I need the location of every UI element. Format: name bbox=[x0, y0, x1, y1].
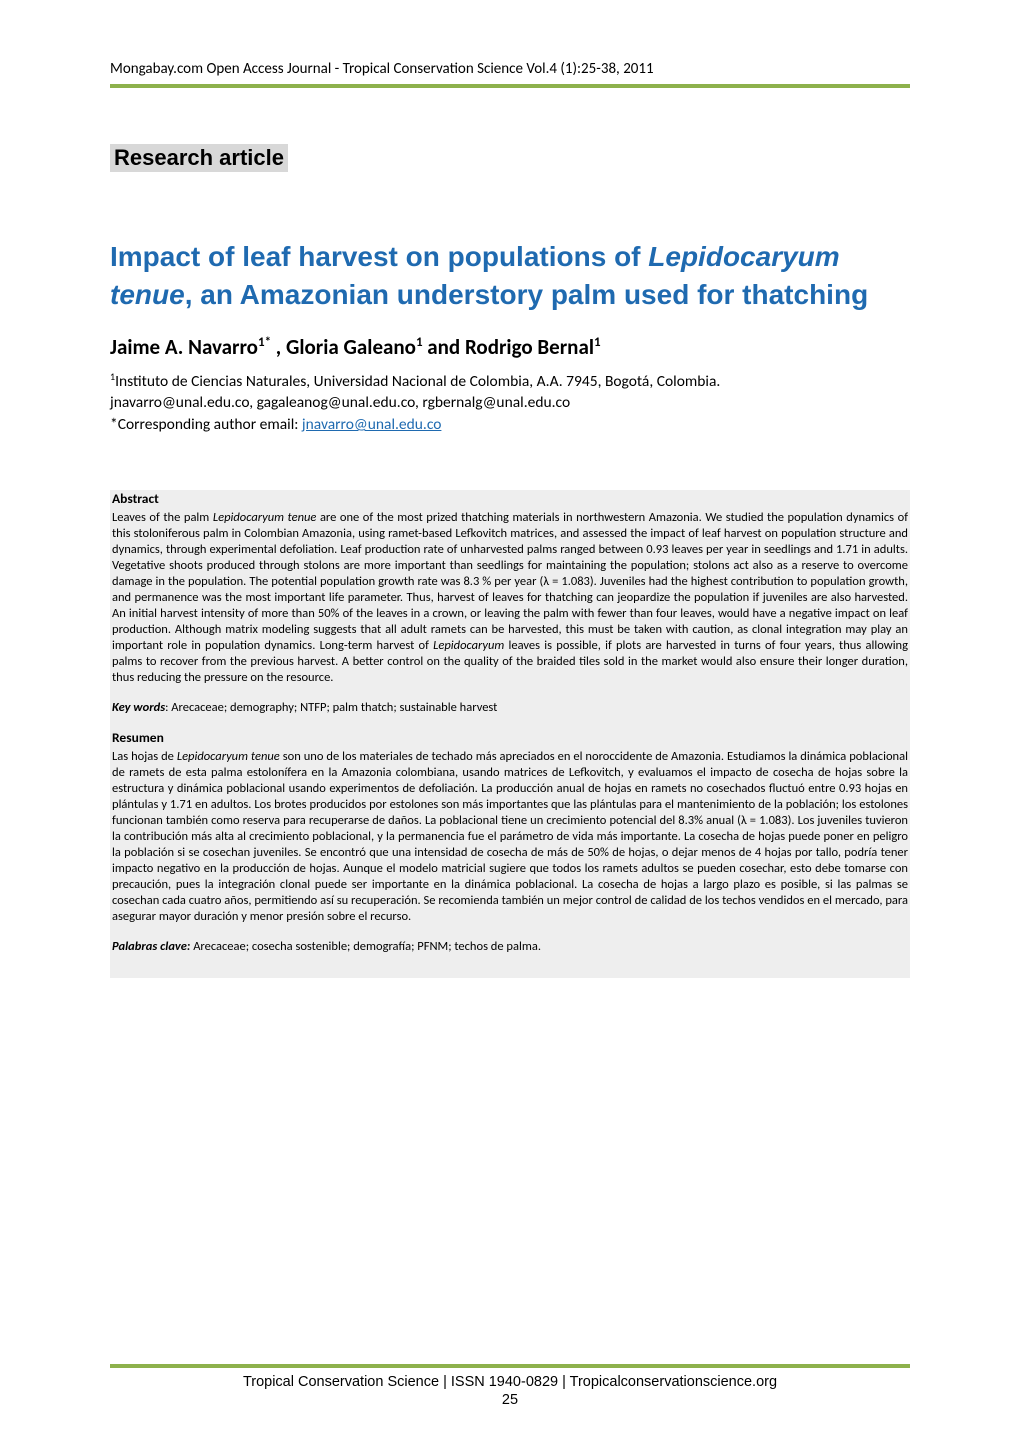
palabras-text: Arecaceae; cosecha sostenible; demografí… bbox=[190, 939, 541, 954]
page-footer: Tropical Conservation Science | ISSN 194… bbox=[110, 1364, 910, 1408]
abstract-mid: are one of the most prized thatching mat… bbox=[112, 510, 908, 653]
affiliation-1-text: Instituto de Ciencias Naturales, Univers… bbox=[115, 372, 720, 391]
author-2-sup: 1 bbox=[416, 335, 423, 350]
affiliation-block: 1Instituto de Ciencias Naturales, Univer… bbox=[110, 370, 910, 436]
footer-text: Tropical Conservation Science | ISSN 194… bbox=[110, 1374, 910, 1390]
author-sep-1: , Gloria Galeano bbox=[271, 334, 416, 360]
author-1: Jaime A. Navarro bbox=[110, 334, 258, 360]
resumen-text: Las hojas de Lepidocaryum tenue son uno … bbox=[112, 749, 908, 925]
title-pre: Impact of leaf harvest on populations of bbox=[110, 241, 648, 272]
author-3-sup: 1 bbox=[594, 335, 601, 350]
authors-line: Jaime A. Navarro1* , Gloria Galeano1 and… bbox=[110, 334, 910, 360]
palabras-line: Palabras clave: Arecaceae; cosecha soste… bbox=[112, 939, 908, 954]
resumen-pre: Las hojas de bbox=[112, 749, 177, 764]
affiliation-1: 1Instituto de Ciencias Naturales, Univer… bbox=[110, 370, 910, 393]
author-1-sup: 1* bbox=[258, 335, 271, 350]
header-divider bbox=[110, 84, 910, 88]
resumen-heading: Resumen bbox=[112, 729, 908, 746]
journal-header: Mongabay.com Open Access Journal - Tropi… bbox=[110, 60, 910, 78]
article-title: Impact of leaf harvest on populations of… bbox=[110, 238, 910, 314]
resumen-italic-1: Lepidocaryum tenue bbox=[177, 749, 280, 764]
keywords-label: Key words bbox=[112, 700, 165, 715]
page-number: 25 bbox=[110, 1392, 910, 1408]
abstract-italic-1: Lepidocaryum tenue bbox=[213, 510, 317, 525]
abstract-heading: Abstract bbox=[112, 490, 908, 507]
title-post: , an Amazonian understory palm used for … bbox=[185, 279, 868, 310]
keywords-line: Key words: Arecaceae; demography; NTFP; … bbox=[112, 700, 908, 715]
affiliation-emails: jnavarro@unal.edu.co, gagaleanog@unal.ed… bbox=[110, 392, 910, 414]
resumen-post: son uno de los materiales de techado más… bbox=[112, 749, 908, 924]
abstract-pre: Leaves of the palm bbox=[112, 510, 213, 525]
palabras-label: Palabras clave: bbox=[112, 939, 190, 954]
corresponding-label: *Corresponding author email: bbox=[110, 415, 302, 434]
corresponding-author: *Corresponding author email: jnavarro@un… bbox=[110, 414, 910, 436]
corresponding-email-link[interactable]: jnavarro@unal.edu.co bbox=[302, 415, 442, 434]
article-type-badge: Research article bbox=[110, 144, 288, 172]
author-sep-2: and Rodrigo Bernal bbox=[423, 334, 594, 360]
footer-divider bbox=[110, 1364, 910, 1368]
keywords-text: : Arecaceae; demography; NTFP; palm that… bbox=[165, 700, 497, 715]
abstract-box: Abstract Leaves of the palm Lepidocaryum… bbox=[110, 490, 910, 978]
abstract-italic-2: Lepidocaryum bbox=[433, 638, 504, 653]
abstract-text: Leaves of the palm Lepidocaryum tenue ar… bbox=[112, 510, 908, 686]
